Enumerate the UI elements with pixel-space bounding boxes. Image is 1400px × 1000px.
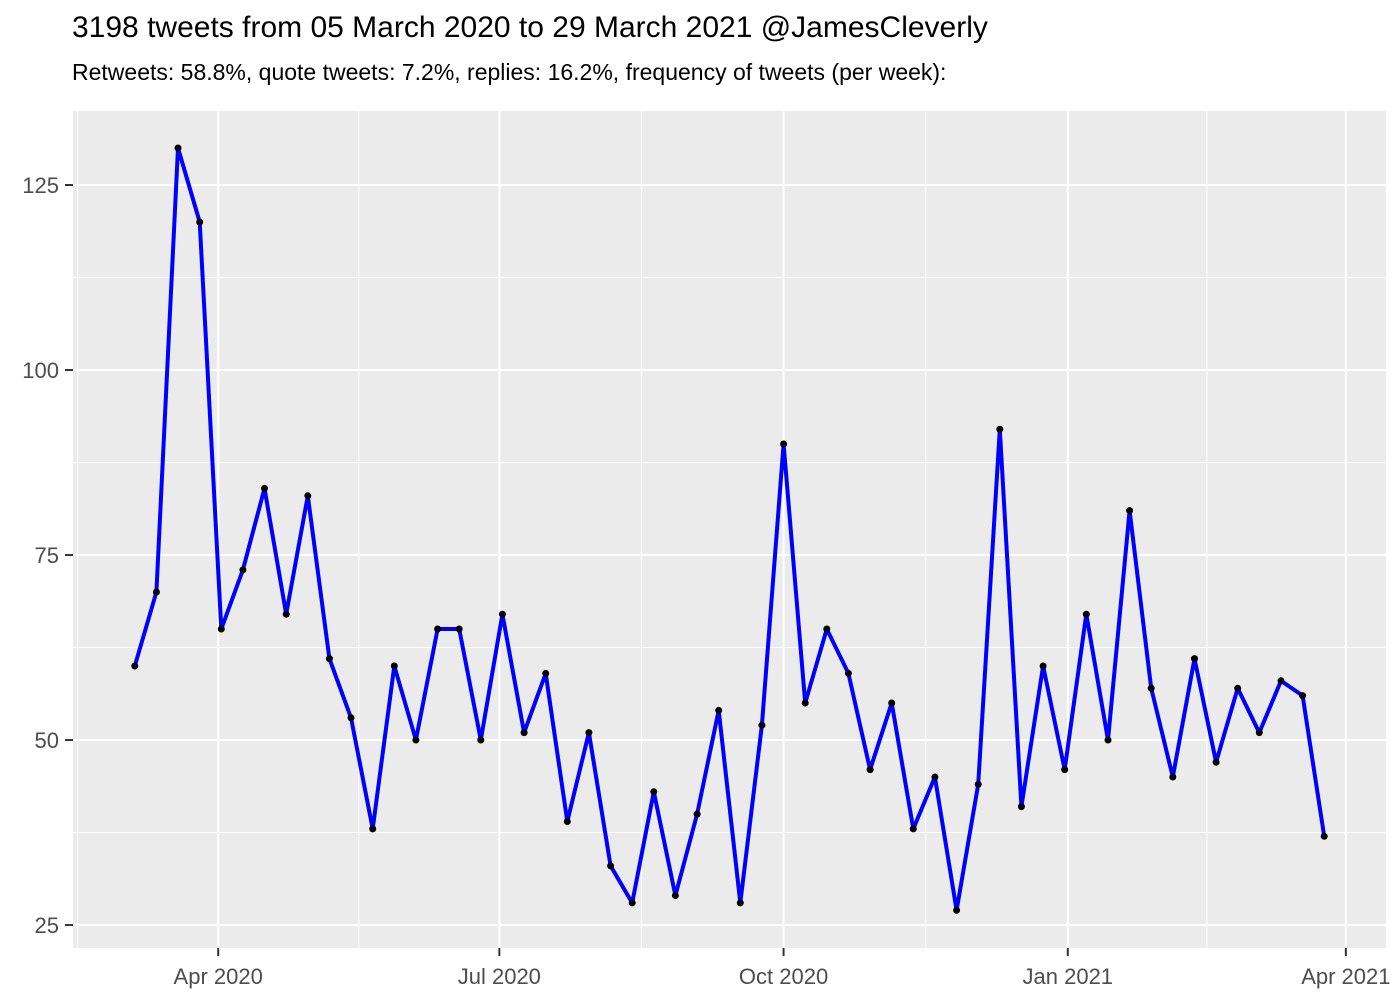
data-point [931,773,939,781]
data-point [131,662,139,670]
data-point [1299,692,1307,700]
data-point [1126,507,1134,515]
x-axis-tick-label: Apr 2021 [1301,964,1390,989]
data-point [996,425,1004,433]
data-point [347,714,355,722]
data-point [1212,758,1220,766]
data-point [282,610,290,618]
data-point [477,736,485,744]
data-point [455,625,463,633]
data-point [736,899,744,907]
data-point [1147,684,1155,692]
data-point [498,610,506,618]
chart-title: 3198 tweets from 05 March 2020 to 29 Mar… [72,11,988,44]
data-point [217,625,225,633]
data-point [607,862,615,870]
data-point [823,625,831,633]
data-point [671,892,679,899]
y-axis-tick-label: 50 [35,728,59,753]
tweets-per-week-line [132,146,1327,913]
data-point [715,706,723,714]
x-axis-tick-label: Oct 2020 [739,964,828,989]
data-point [1191,655,1198,663]
data-point [628,899,636,907]
data-point [390,662,398,670]
data-point [412,736,420,744]
data-point [520,729,528,737]
data-point [563,818,571,825]
data-point [304,492,312,500]
data-point [844,669,852,677]
data-point [1277,677,1285,685]
data-point [909,825,917,833]
data-point [953,906,961,914]
data-point [434,625,442,633]
data-point [585,729,593,737]
x-axis-tick-label: Jul 2020 [458,964,541,989]
data-point [542,669,550,677]
x-axis-tick-label: Apr 2020 [174,964,263,989]
y-axis-tick-label: 125 [22,173,59,198]
x-axis-tick-label: Jan 2021 [1023,964,1114,989]
data-point [650,788,658,796]
data-point [174,144,182,152]
data-point [693,810,701,818]
data-point [1255,729,1263,737]
data-point [196,218,204,226]
data-point [974,780,982,788]
data-point [1169,773,1177,781]
data-point [261,484,268,492]
y-axis-tick-label: 75 [35,543,59,568]
data-point [1104,736,1112,744]
data-point [780,440,788,448]
data-point [1061,766,1069,774]
y-axis-tick-label: 25 [35,913,59,938]
data-point [152,588,160,596]
data-point [758,721,766,729]
chart-subtitle: Retweets: 58.8%, quote tweets: 7.2%, rep… [72,59,947,85]
data-point [1234,684,1242,692]
data-point [369,825,377,833]
data-point [1082,610,1090,618]
data-point [325,655,333,663]
data-point [801,699,809,707]
data-point [1017,803,1025,811]
y-axis-tick-label: 100 [22,358,59,383]
data-point [239,566,247,574]
data-point [866,766,874,774]
data-point [1039,662,1047,670]
data-point [1320,832,1328,840]
data-point [888,699,896,707]
